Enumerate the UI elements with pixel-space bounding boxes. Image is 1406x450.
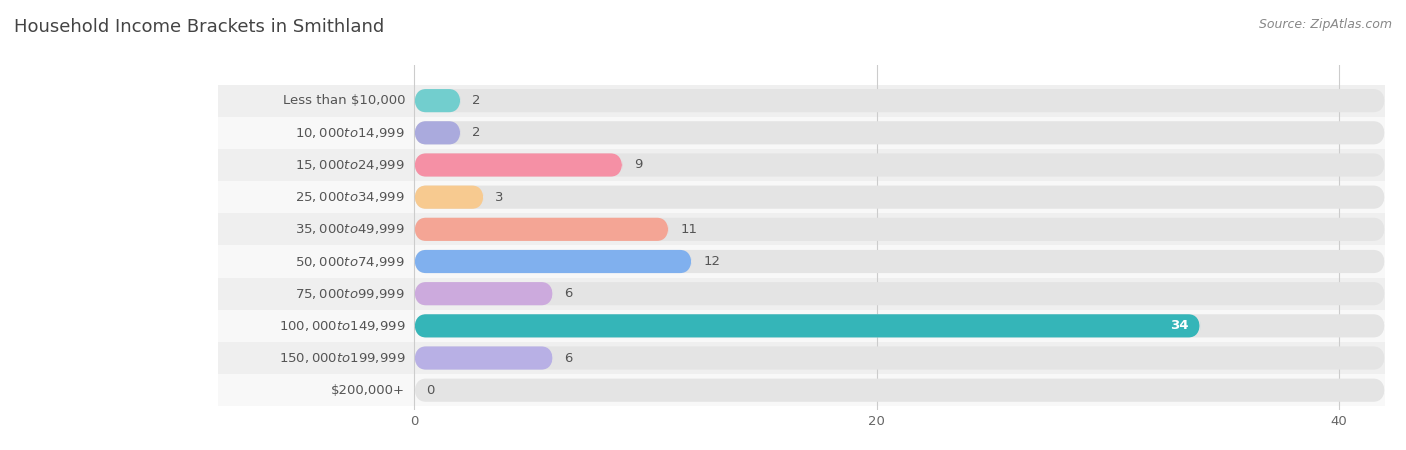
FancyBboxPatch shape [415, 314, 1201, 338]
Text: $100,000 to $149,999: $100,000 to $149,999 [278, 319, 405, 333]
FancyBboxPatch shape [415, 153, 623, 176]
Text: 34: 34 [1170, 320, 1188, 333]
Text: $10,000 to $14,999: $10,000 to $14,999 [295, 126, 405, 140]
Text: 9: 9 [634, 158, 643, 171]
FancyBboxPatch shape [415, 185, 1385, 209]
FancyBboxPatch shape [415, 346, 1385, 369]
FancyBboxPatch shape [415, 121, 461, 144]
Text: $150,000 to $199,999: $150,000 to $199,999 [278, 351, 405, 365]
Text: 2: 2 [472, 126, 481, 140]
Text: Source: ZipAtlas.com: Source: ZipAtlas.com [1258, 18, 1392, 31]
FancyBboxPatch shape [218, 117, 1385, 149]
FancyBboxPatch shape [218, 149, 1385, 181]
FancyBboxPatch shape [415, 282, 553, 305]
FancyBboxPatch shape [415, 250, 692, 273]
Text: $25,000 to $34,999: $25,000 to $34,999 [295, 190, 405, 204]
FancyBboxPatch shape [415, 218, 668, 241]
FancyBboxPatch shape [218, 181, 1385, 213]
FancyBboxPatch shape [218, 85, 1385, 117]
FancyBboxPatch shape [415, 346, 553, 369]
FancyBboxPatch shape [415, 282, 1385, 305]
FancyBboxPatch shape [218, 213, 1385, 245]
FancyBboxPatch shape [415, 314, 1385, 338]
Text: 12: 12 [703, 255, 720, 268]
FancyBboxPatch shape [415, 89, 1385, 112]
FancyBboxPatch shape [415, 121, 1385, 144]
Text: 2: 2 [472, 94, 481, 107]
FancyBboxPatch shape [415, 89, 461, 112]
FancyBboxPatch shape [415, 250, 1385, 273]
Text: 6: 6 [565, 351, 572, 364]
FancyBboxPatch shape [415, 153, 1385, 176]
Text: $35,000 to $49,999: $35,000 to $49,999 [295, 222, 405, 236]
Text: $200,000+: $200,000+ [330, 384, 405, 397]
Text: 11: 11 [681, 223, 697, 236]
Text: 6: 6 [565, 287, 572, 300]
FancyBboxPatch shape [218, 245, 1385, 278]
FancyBboxPatch shape [218, 342, 1385, 374]
FancyBboxPatch shape [218, 278, 1385, 310]
FancyBboxPatch shape [415, 378, 1385, 402]
Text: $15,000 to $24,999: $15,000 to $24,999 [295, 158, 405, 172]
Text: Household Income Brackets in Smithland: Household Income Brackets in Smithland [14, 18, 384, 36]
Text: $50,000 to $74,999: $50,000 to $74,999 [295, 255, 405, 269]
Text: Less than $10,000: Less than $10,000 [283, 94, 405, 107]
Text: $75,000 to $99,999: $75,000 to $99,999 [295, 287, 405, 301]
FancyBboxPatch shape [415, 218, 1385, 241]
FancyBboxPatch shape [218, 374, 1385, 406]
FancyBboxPatch shape [218, 310, 1385, 342]
Text: 0: 0 [426, 384, 434, 397]
Text: 3: 3 [495, 191, 503, 204]
FancyBboxPatch shape [415, 185, 484, 209]
